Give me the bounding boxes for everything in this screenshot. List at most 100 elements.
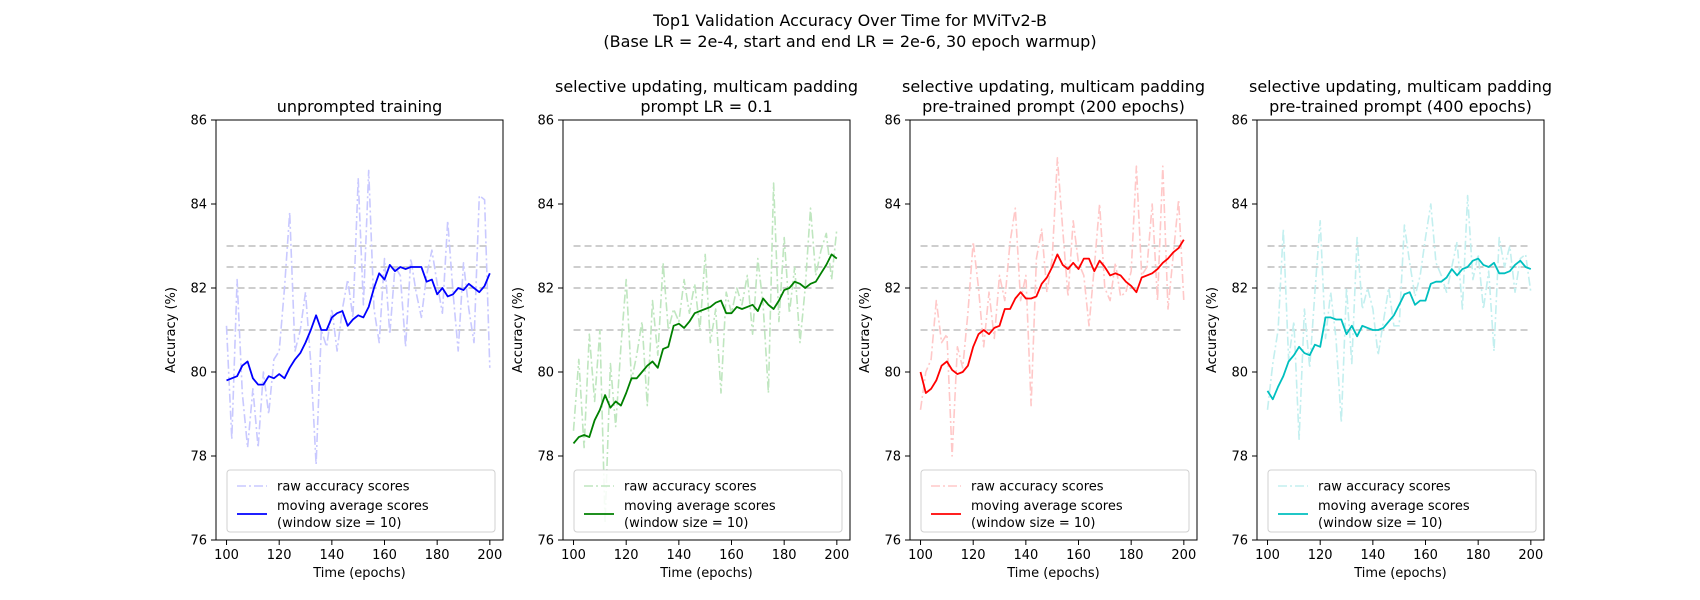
x-tick-label: 140 — [666, 548, 691, 563]
x-tick-label: 100 — [1255, 548, 1280, 563]
y-axis-label: Accuracy (%) — [1205, 287, 1220, 373]
y-tick-label: 78 — [884, 450, 901, 465]
chart-title: unprompted training — [277, 97, 443, 116]
y-tick-label: 80 — [1231, 366, 1248, 381]
y-tick-label: 76 — [884, 534, 901, 549]
y-tick-label: 78 — [537, 450, 554, 465]
legend-label-avg: (window size = 10) — [971, 516, 1096, 531]
x-tick-label: 180 — [1119, 548, 1144, 563]
axes-frame — [562, 119, 851, 541]
y-tick-label: 82 — [1231, 282, 1248, 297]
chart-title: selective updating, multicam padding — [902, 77, 1205, 96]
moving-average-series — [572, 253, 838, 444]
moving-average-series — [1266, 257, 1532, 401]
x-tick-label: 160 — [372, 548, 397, 563]
x-tick-label: 200 — [824, 548, 849, 563]
y-tick-label: 84 — [884, 198, 901, 213]
legend-label-avg: (window size = 10) — [277, 516, 402, 531]
legend: raw accuracy scores moving average scores… — [920, 469, 1190, 533]
x-tick-label: 120 — [614, 548, 639, 563]
x-axis-label: Time (epochs) — [1006, 566, 1099, 581]
chart-title: prompt LR = 0.1 — [640, 97, 772, 116]
y-tick-label: 82 — [537, 282, 554, 297]
raw-accuracy-series — [572, 182, 838, 525]
legend-box — [1267, 469, 1537, 533]
x-tick-label: 200 — [477, 548, 502, 563]
x-tick-label: 180 — [425, 548, 450, 563]
moving-average-series — [226, 263, 491, 386]
x-axis-label: Time (epochs) — [659, 566, 752, 581]
y-tick-label: 86 — [884, 114, 901, 129]
x-axis-label: Time (epochs) — [1353, 566, 1446, 581]
x-tick-label: 120 — [267, 548, 292, 563]
figure-suptitle-line1: Top1 Validation Accuracy Over Time for M… — [652, 11, 1047, 30]
y-tick-label: 86 — [537, 114, 554, 129]
chart-panel-3: 100 120 140 160 180 200 76 78 80 82 84 86 Time (epoc… — [858, 77, 1205, 581]
y-tick-label: 86 — [190, 114, 207, 129]
legend: raw accuracy scores moving average scores… — [1267, 469, 1537, 533]
legend-label-avg: moving average scores — [624, 499, 776, 514]
legend-label-raw: raw accuracy scores — [1318, 480, 1451, 495]
x-tick-label: 200 — [1171, 548, 1196, 563]
legend-label-raw: raw accuracy scores — [971, 480, 1104, 495]
chart-title: selective updating, multicam padding — [1249, 77, 1552, 96]
x-tick-label: 200 — [1518, 548, 1543, 563]
legend-label-avg: moving average scores — [971, 499, 1123, 514]
chart-panels: 100 120 140 160 180 200 76 78 80 82 84 86 Time (epoc… — [164, 77, 1552, 581]
x-tick-label: 180 — [772, 548, 797, 563]
legend-label-avg: moving average scores — [1318, 499, 1470, 514]
x-axis-label: Time (epochs) — [312, 566, 405, 581]
legend-label-avg: (window size = 10) — [624, 516, 749, 531]
legend-box — [226, 469, 496, 533]
y-tick-label: 80 — [537, 366, 554, 381]
y-tick-label: 82 — [884, 282, 901, 297]
figure-suptitle-line2: (Base LR = 2e-4, start and end LR = 2e-6… — [603, 32, 1096, 51]
x-tick-label: 140 — [319, 548, 344, 563]
axes-frame — [909, 119, 1198, 541]
chart-panel-2: 100 120 140 160 180 200 76 78 80 82 84 86 Time (epoc… — [511, 77, 858, 581]
raw-accuracy-series — [1266, 194, 1532, 441]
x-tick-label: 100 — [561, 548, 586, 563]
chart-panel-1: 100 120 140 160 180 200 76 78 80 82 84 86 Time (epoc… — [164, 97, 504, 581]
y-tick-label: 80 — [190, 366, 207, 381]
y-tick-label: 84 — [537, 198, 554, 213]
y-axis-label: Accuracy (%) — [164, 287, 179, 373]
y-tick-label: 76 — [537, 534, 554, 549]
x-tick-label: 140 — [1360, 548, 1385, 563]
raw-accuracy-series — [225, 169, 491, 466]
legend-label-raw: raw accuracy scores — [277, 480, 410, 495]
chart-panel-4: 100 120 140 160 180 200 76 78 80 82 84 86 Time (epoc… — [1205, 77, 1552, 581]
x-tick-label: 160 — [719, 548, 744, 563]
x-tick-label: 160 — [1413, 548, 1438, 563]
x-tick-label: 100 — [214, 548, 239, 563]
chart-title: pre-trained prompt (400 epochs) — [1269, 97, 1532, 116]
legend: raw accuracy scores moving average scores… — [226, 469, 496, 533]
y-axis-label: Accuracy (%) — [858, 287, 873, 373]
raw-accuracy-series — [919, 157, 1185, 457]
y-tick-label: 76 — [1231, 534, 1248, 549]
y-tick-label: 78 — [190, 450, 207, 465]
axes-frame — [1256, 119, 1545, 541]
legend-label-raw: raw accuracy scores — [624, 480, 757, 495]
x-tick-label: 160 — [1066, 548, 1091, 563]
legend-label-avg: (window size = 10) — [1318, 516, 1443, 531]
y-tick-label: 82 — [190, 282, 207, 297]
x-tick-label: 100 — [908, 548, 933, 563]
y-axis-label: Accuracy (%) — [511, 287, 526, 373]
x-tick-label: 140 — [1013, 548, 1038, 563]
legend: raw accuracy scores moving average scores… — [573, 469, 843, 533]
axes-frame — [215, 119, 504, 541]
y-tick-label: 80 — [884, 366, 901, 381]
x-tick-label: 120 — [1308, 548, 1333, 563]
chart-title: pre-trained prompt (200 epochs) — [922, 97, 1185, 116]
chart-title: selective updating, multicam padding — [555, 77, 858, 96]
x-tick-label: 120 — [961, 548, 986, 563]
y-tick-label: 84 — [1231, 198, 1248, 213]
moving-average-series — [919, 239, 1185, 394]
legend-label-avg: moving average scores — [277, 499, 429, 514]
y-tick-label: 84 — [190, 198, 207, 213]
x-tick-label: 180 — [1466, 548, 1491, 563]
legend-box — [920, 469, 1190, 533]
y-tick-label: 86 — [1231, 114, 1248, 129]
